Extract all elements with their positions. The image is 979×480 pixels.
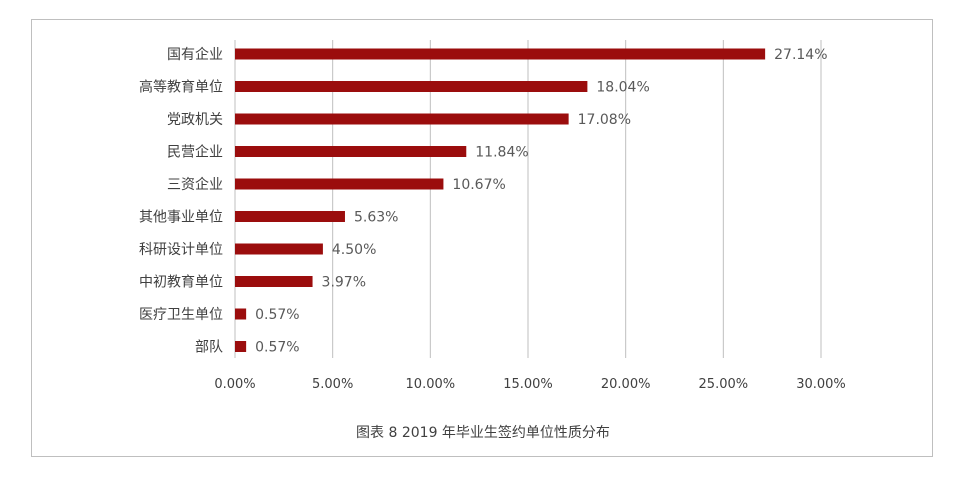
- x-tick-label: 25.00%: [699, 377, 749, 392]
- x-tick-label: 5.00%: [312, 377, 353, 392]
- bar: [235, 81, 588, 92]
- value-label: 10.67%: [452, 177, 505, 193]
- x-tick-label: 15.00%: [503, 377, 553, 392]
- category-labels: 国有企业高等教育单位党政机关民营企业三资企业其他事业单位科研设计单位中初教育单位…: [139, 46, 223, 356]
- bars: [235, 48, 766, 352]
- value-label: 3.97%: [322, 275, 366, 291]
- category-label: 部队: [195, 340, 223, 356]
- bar: [235, 48, 766, 60]
- value-label: 5.63%: [354, 210, 398, 226]
- bar: [235, 211, 345, 222]
- x-tick-label: 20.00%: [601, 377, 651, 392]
- x-tick-label: 0.00%: [214, 377, 255, 392]
- category-label: 中初教育单位: [139, 274, 223, 291]
- bar-chart: 国有企业高等教育单位党政机关民营企业三资企业其他事业单位科研设计单位中初教育单位…: [139, 40, 846, 441]
- value-label: 4.50%: [332, 242, 376, 258]
- bar: [235, 276, 313, 287]
- bar: [235, 341, 247, 352]
- category-label: 高等教育单位: [139, 79, 223, 96]
- value-label: 18.04%: [596, 80, 649, 96]
- category-label: 其他事业单位: [139, 210, 223, 226]
- value-labels: 27.14% 18.04% 17.08% 11.84% 10.67% 5.63% 4.50%…: [255, 47, 827, 356]
- bar: [235, 308, 247, 320]
- bar: [235, 146, 467, 157]
- value-label: 0.57%: [255, 307, 299, 323]
- category-label: 民营企业: [167, 144, 223, 161]
- x-tick-label: 30.00%: [796, 377, 846, 392]
- category-label: 国有企业: [167, 46, 223, 63]
- x-tick-label: 10.00%: [406, 377, 456, 392]
- bar: [235, 178, 444, 190]
- category-label: 医疗卫生单位: [139, 307, 223, 323]
- bar: [235, 113, 569, 125]
- value-label: 17.08%: [578, 112, 631, 128]
- category-label: 党政机关: [167, 112, 223, 128]
- category-label: 科研设计单位: [139, 242, 223, 258]
- value-label: 0.57%: [255, 340, 299, 356]
- bar: [235, 243, 323, 255]
- x-axis-tick-labels: 0.00% 5.00% 10.00% 15.00% 20.00% 25.00% 30.00%: [214, 377, 845, 392]
- chart-frame: 国有企业高等教育单位党政机关民营企业三资企业其他事业单位 科研设计单位 中初教育单位…: [31, 19, 933, 457]
- category-label: 三资企业: [167, 176, 223, 193]
- chart-caption: 图表 8 2019 年毕业生签约单位性质分布: [356, 424, 610, 441]
- value-label: 27.14%: [774, 47, 827, 63]
- value-label: 11.84%: [475, 145, 528, 161]
- gridlines: [234, 40, 822, 358]
